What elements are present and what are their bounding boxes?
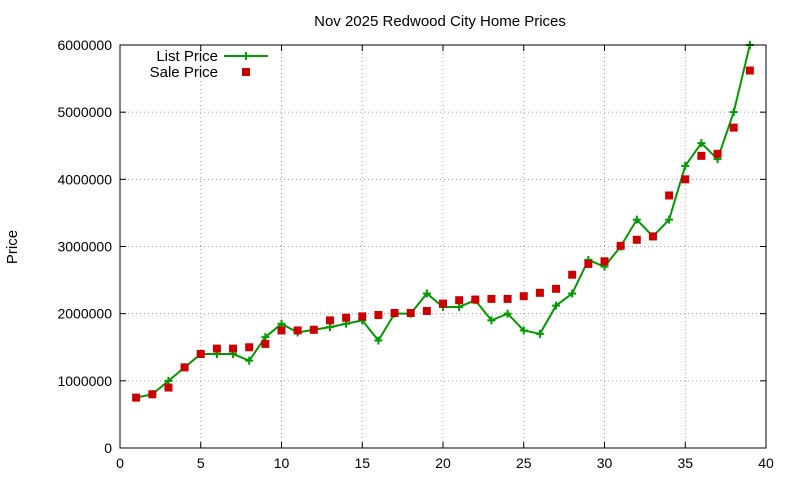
sale-price-point	[439, 299, 447, 308]
x-tick-label: 35	[677, 455, 693, 471]
sale-price-point	[422, 306, 431, 315]
x-tick-label: 40	[758, 455, 774, 471]
sale-price-point	[665, 191, 674, 200]
sale-price-point	[374, 311, 383, 320]
sale-price-point	[519, 292, 528, 301]
list-price-point	[552, 301, 561, 310]
legend-label-list-price: List Price	[156, 48, 218, 65]
sale-price-point	[212, 344, 221, 353]
sale-price-point	[503, 294, 512, 303]
sale-price-point	[697, 151, 706, 160]
list-price-point	[422, 289, 431, 298]
y-tick-label: 4000000	[57, 171, 112, 187]
legend-marker-sale-price	[242, 68, 250, 76]
list-price-point	[519, 326, 528, 335]
chart-title: Nov 2025 Redwood City Home Prices	[314, 13, 566, 30]
sale-price-point	[390, 308, 399, 317]
x-tick-label: 15	[354, 455, 370, 471]
legend-label-sale-price: Sale Price	[150, 64, 218, 81]
list-price-point	[665, 215, 674, 224]
legend: List Price Sale Price	[150, 48, 268, 81]
list-price-point	[325, 323, 334, 332]
plot-frame	[119, 44, 767, 449]
list-price-point	[487, 316, 496, 325]
sale-price-point	[325, 316, 334, 325]
sale-price-point	[293, 326, 302, 335]
sale-price-point	[616, 241, 625, 250]
list-price-point	[374, 336, 383, 345]
list-price-point	[455, 302, 464, 311]
sale-price-point	[245, 343, 254, 352]
sale-price-point	[600, 257, 609, 266]
sale-price-point	[487, 294, 496, 303]
y-tick-label: 5000000	[57, 104, 112, 120]
series-1	[132, 66, 754, 402]
x-tick-label: 10	[274, 455, 290, 471]
x-tick-label: 30	[597, 455, 613, 471]
x-tick-label: 0	[116, 455, 124, 471]
sale-price-point	[681, 175, 690, 184]
list-price-point	[164, 376, 173, 385]
y-tick-label: 3000000	[57, 239, 112, 255]
sale-price-point	[309, 325, 318, 334]
list-price-point	[261, 333, 270, 342]
y-tick-label: 6000000	[57, 37, 112, 53]
list-price-point	[277, 319, 286, 328]
sale-price-point	[729, 123, 738, 132]
x-tick-label: 5	[197, 455, 205, 471]
sale-price-point	[261, 339, 270, 348]
sale-price-point	[552, 284, 561, 293]
grid	[119, 44, 767, 449]
sale-price-point	[196, 349, 205, 358]
list-price-point	[729, 108, 738, 117]
x-tick-label: 25	[516, 455, 532, 471]
sale-price-point	[471, 295, 480, 304]
list-price-point	[568, 289, 577, 298]
list-price-point	[681, 161, 690, 170]
sale-price-point	[584, 259, 593, 268]
x-tick-label: 20	[435, 455, 451, 471]
sale-price-point	[277, 326, 286, 335]
legend-marker-list-price	[242, 52, 250, 60]
series-layer	[132, 41, 754, 402]
sale-price-point	[535, 288, 544, 297]
sale-price-point	[164, 383, 173, 392]
sale-price-point	[455, 296, 464, 305]
sale-price-point	[713, 149, 722, 158]
sale-price-point	[148, 390, 157, 399]
sale-price-point	[648, 232, 657, 241]
sale-price-point	[406, 308, 415, 317]
sale-price-point	[342, 313, 351, 322]
tick-labels: 0 5 10 15 20 25 30 35 40 0 1000000 2000000 3000000 40…	[57, 37, 774, 471]
list-price-point	[503, 309, 512, 318]
sale-price-point	[568, 270, 577, 279]
y-tick-label: 1000000	[57, 373, 112, 389]
sale-price-point	[180, 363, 189, 372]
sale-price-point	[745, 66, 754, 75]
y-tick-label: 0	[104, 440, 112, 456]
list-price-point	[535, 329, 544, 338]
list-price-point	[697, 139, 706, 148]
sale-price-point	[132, 393, 141, 402]
y-tick-label: 2000000	[57, 306, 112, 322]
list-price-point	[632, 215, 641, 224]
sale-price-point	[632, 235, 641, 244]
list-price-point	[245, 356, 254, 365]
sale-price-point	[229, 344, 238, 353]
y-axis-label: Price	[4, 230, 21, 264]
sale-price-point	[358, 312, 367, 321]
